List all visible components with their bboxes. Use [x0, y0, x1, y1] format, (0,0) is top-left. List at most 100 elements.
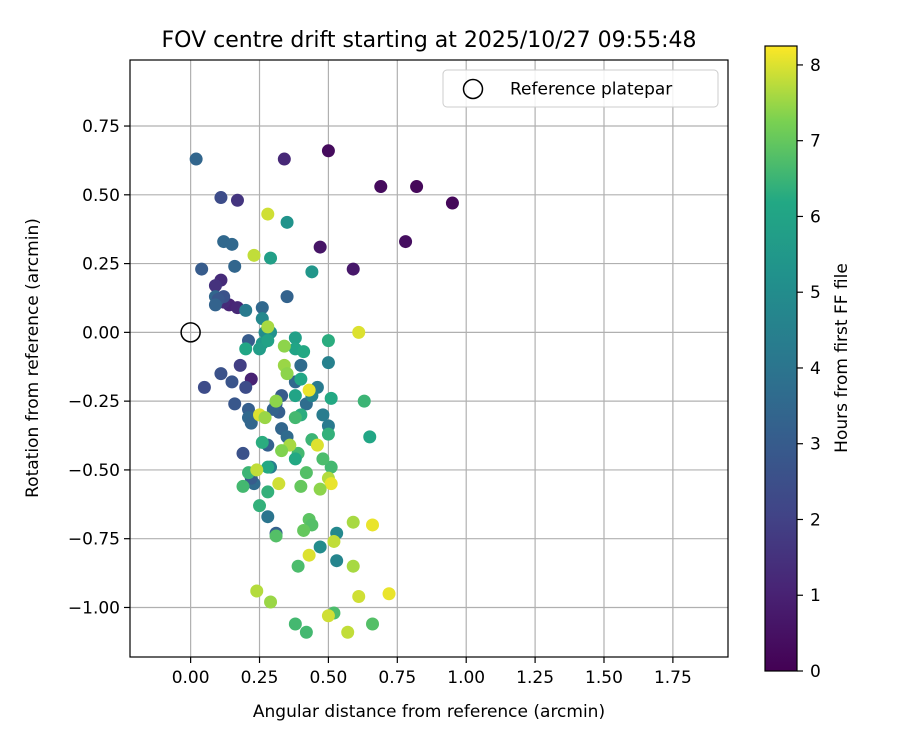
data-point: [299, 625, 313, 639]
data-point: [310, 438, 324, 452]
data-point: [316, 452, 330, 466]
data-point: [321, 356, 335, 370]
data-point: [236, 446, 250, 460]
plot-background: [130, 60, 728, 657]
data-point: [214, 191, 228, 205]
colorbar-tick-label: 1: [810, 586, 821, 606]
data-point: [297, 523, 311, 537]
data-point: [288, 331, 302, 345]
data-point: [346, 515, 360, 529]
data-point: [269, 529, 283, 543]
reference-marker: [180, 322, 201, 343]
plot-area: 0.00 0.25 0.50 0.75 1.00 1.25 1.50 1.75 0.75 0.5…: [68, 59, 729, 688]
data-point: [357, 394, 371, 408]
data-point: [208, 279, 222, 293]
data-point: [399, 235, 413, 249]
data-point: [313, 240, 327, 254]
y-axis-ticks: 0.75 0.50 0.25 0.00 −0.25 −0.50 −0.75 −1.00: [68, 117, 130, 618]
y-tick-label: −0.25: [68, 392, 120, 412]
data-point: [280, 215, 294, 229]
data-point: [261, 485, 275, 499]
data-point: [324, 460, 338, 474]
x-tick-label: 0.50: [309, 668, 347, 688]
x-tick-label: 1.75: [654, 668, 692, 688]
colorbar-tick-label: 4: [810, 359, 821, 379]
data-point: [305, 265, 319, 279]
data-point: [277, 339, 291, 353]
plot-frame: [129, 59, 729, 658]
data-point: [255, 435, 269, 449]
data-point: [330, 554, 344, 568]
data-point: [313, 482, 327, 496]
data-point: [410, 180, 424, 194]
data-point: [346, 262, 360, 276]
colorbar-ticks: 0 1 2 3 4 5 6 7 8: [797, 56, 821, 682]
data-point: [294, 479, 308, 493]
colorbar-tick-label: 5: [810, 283, 821, 303]
data-point: [352, 325, 366, 339]
x-tick-label: 0.75: [378, 668, 416, 688]
data-point: [321, 427, 335, 441]
colorbar-label: Hours from first FF file: [832, 263, 852, 453]
data-point: [366, 518, 380, 532]
colorbar: 0 1 2 3 4 5 6 7 8 Hours from first FF file: [764, 45, 852, 682]
colorbar-tick-label: 2: [810, 510, 821, 530]
data-point: [250, 584, 264, 598]
data-point: [294, 372, 308, 386]
data-point: [261, 320, 275, 334]
data-point: [321, 144, 335, 158]
data-point: [346, 559, 360, 573]
data-point: [230, 193, 244, 207]
colorbar-tick-label: 3: [810, 435, 821, 455]
y-tick-label: 0.25: [82, 255, 120, 275]
data-point: [261, 460, 275, 474]
colorbar-tick-label: 0: [810, 662, 821, 682]
data-point: [197, 380, 211, 394]
data-point: [382, 587, 396, 601]
data-point: [288, 452, 302, 466]
data-point: [250, 463, 264, 477]
data-point: [288, 411, 302, 425]
data-point: [189, 152, 203, 166]
y-axis-label: Rotation from reference (arcmin): [23, 218, 43, 498]
data-point: [352, 589, 366, 603]
y-tick-label: −0.50: [68, 461, 120, 481]
x-axis-label: Angular distance from reference (arcmin): [253, 702, 605, 722]
data-point: [253, 499, 267, 513]
data-point: [239, 380, 253, 394]
data-point: [261, 207, 275, 221]
data-point: [239, 303, 253, 317]
colorbar-gradient: [764, 45, 798, 672]
data-point: [374, 180, 388, 194]
colorbar-tick-label: 8: [810, 56, 821, 76]
data-point: [244, 416, 258, 430]
y-tick-label: 0.00: [82, 323, 120, 343]
data-point: [366, 617, 380, 631]
data-point: [264, 595, 278, 609]
data-point: [261, 334, 275, 348]
data-point: [269, 394, 283, 408]
data-point: [302, 548, 316, 562]
data-point: [258, 411, 272, 425]
x-tick-label: 0.25: [241, 668, 279, 688]
data-point: [302, 383, 316, 397]
data-point: [225, 375, 239, 389]
data-point: [321, 609, 335, 623]
colorbar-tick-label: 6: [810, 207, 821, 227]
data-point: [255, 301, 269, 315]
x-axis-ticks: 0.00 0.25 0.50 0.75 1.00 1.25 1.50 1.75: [172, 657, 692, 688]
data-point: [445, 196, 459, 210]
data-point: [324, 477, 338, 491]
data-point: [195, 262, 209, 276]
x-tick-label: 1.50: [585, 668, 623, 688]
data-point: [313, 540, 327, 554]
data-point: [247, 248, 261, 262]
legend-box: [442, 69, 719, 108]
data-point: [291, 559, 305, 573]
legend: Reference platepar: [442, 69, 719, 108]
colorbar-tick-label: 7: [810, 132, 821, 152]
chart-title: FOV centre drift starting at 2025/10/27 …: [162, 28, 697, 53]
data-point: [280, 290, 294, 304]
legend-reference-label: Reference platepar: [510, 80, 672, 100]
